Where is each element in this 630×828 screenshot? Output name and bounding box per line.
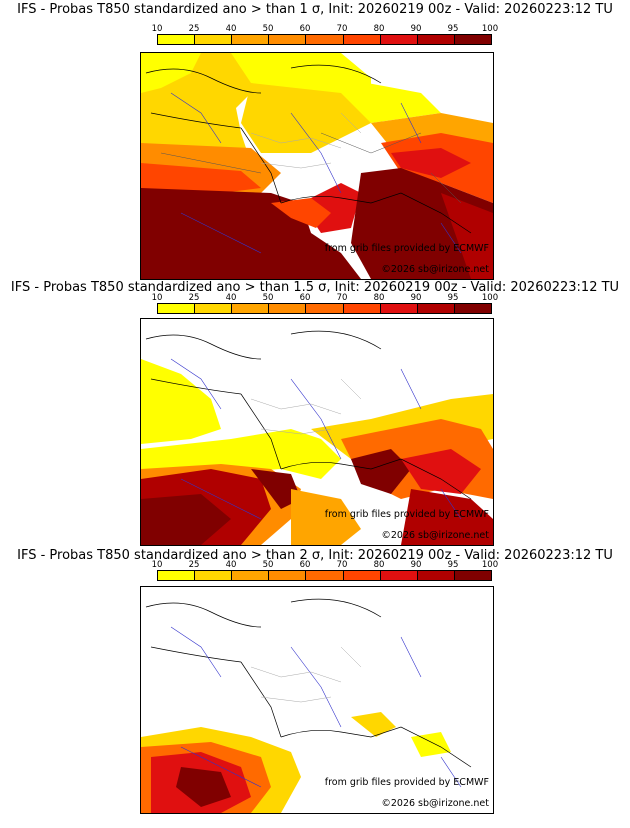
panel-1-5-sigma: IFS - Probas T850 standardized ano > tha… (0, 270, 630, 546)
colorbar-tick: 100 (481, 560, 499, 570)
colorbar (157, 34, 492, 45)
colorbar-segment (343, 304, 381, 313)
map-canvas (141, 53, 493, 279)
credit-copyright: ©2026 sb@irizone.net (381, 530, 489, 541)
colorbar-tick: 60 (299, 293, 311, 303)
colorbar-tick: 80 (373, 24, 385, 34)
colorbar-segment (232, 571, 270, 580)
colorbar-tick: 95 (447, 24, 459, 34)
panel-1-sigma: IFS - Probas T850 standardized ano > tha… (0, 2, 630, 280)
panel-2-sigma: IFS - Probas T850 standardized ano > tha… (0, 540, 630, 816)
colorbar-tick: 40 (225, 24, 237, 34)
colorbar-segment (380, 35, 418, 44)
colorbar-tick: 25 (188, 24, 200, 34)
colorbar-tick: 50 (262, 293, 274, 303)
colorbar-tick: 70 (336, 24, 348, 34)
colorbar-tick: 100 (481, 293, 499, 303)
map-canvas (141, 598, 472, 813)
colorbar (157, 303, 492, 314)
colorbar-tick: 50 (262, 24, 274, 34)
colorbar-tick: 25 (188, 560, 200, 570)
colorbar (157, 570, 492, 581)
colorbar-tick: 10 (151, 293, 163, 303)
colorbar-segment (380, 571, 418, 580)
colorbar-tick: 70 (336, 293, 348, 303)
colorbar-tick: 80 (373, 560, 385, 570)
panel-title: IFS - Probas T850 standardized ano > tha… (17, 548, 613, 563)
colorbar-segment (417, 571, 455, 580)
colorbar-segment (454, 304, 491, 313)
probability-map: from grib files provided by ECMWF ©2026 … (140, 52, 494, 280)
colorbar-tick: 25 (188, 293, 200, 303)
colorbar-segment (269, 35, 307, 44)
colorbar-tick: 10 (151, 560, 163, 570)
colorbar-segment (343, 571, 381, 580)
colorbar-segment (195, 35, 233, 44)
colorbar-segment (158, 304, 196, 313)
colorbar-ticks: 10 25 40 50 60 70 80 90 95 100 (152, 293, 499, 303)
colorbar-segment (195, 571, 233, 580)
colorbar-tick: 40 (225, 560, 237, 570)
colorbar-tick: 100 (481, 24, 499, 34)
colorbar-tick: 50 (262, 560, 274, 570)
colorbar-segment (306, 571, 344, 580)
colorbar-segment (158, 35, 196, 44)
colorbar-segment (195, 304, 233, 313)
colorbar-segment (343, 35, 381, 44)
colorbar-ticks: 10 25 40 50 60 70 80 90 95 100 (152, 560, 499, 570)
colorbar-tick: 10 (151, 24, 163, 34)
colorbar-tick: 80 (373, 293, 385, 303)
colorbar-tick: 95 (447, 293, 459, 303)
colorbar-tick: 90 (410, 293, 422, 303)
colorbar-tick: 70 (336, 560, 348, 570)
colorbar-segment (454, 571, 491, 580)
colorbar-segment (232, 304, 270, 313)
credit-source: from grib files provided by ECMWF (324, 509, 489, 520)
colorbar-segment (269, 304, 307, 313)
colorbar-tick: 90 (410, 24, 422, 34)
colorbar-segment (306, 304, 344, 313)
colorbar-ticks: 10 25 40 50 60 70 80 90 95 100 (152, 24, 499, 34)
colorbar-segment (269, 571, 307, 580)
colorbar-tick: 60 (299, 560, 311, 570)
colorbar-tick: 95 (447, 560, 459, 570)
credit-copyright: ©2026 sb@irizone.net (381, 798, 489, 809)
credit-copyright: ©2026 sb@irizone.net (381, 264, 489, 275)
colorbar-segment (417, 35, 455, 44)
probability-map: from grib files provided by ECMWF ©2026 … (140, 586, 494, 814)
colorbar-tick: 60 (299, 24, 311, 34)
colorbar-segment (232, 35, 270, 44)
probability-map: from grib files provided by ECMWF ©2026 … (140, 318, 494, 546)
credit-source: from grib files provided by ECMWF (324, 777, 489, 788)
colorbar-tick: 90 (410, 560, 422, 570)
panel-title: IFS - Probas T850 standardized ano > tha… (17, 2, 613, 17)
map-canvas (141, 330, 493, 545)
colorbar-segment (417, 304, 455, 313)
colorbar-segment (380, 304, 418, 313)
colorbar-segment (454, 35, 491, 44)
colorbar-tick: 40 (225, 293, 237, 303)
colorbar-segment (306, 35, 344, 44)
credit-source: from grib files provided by ECMWF (324, 243, 489, 254)
colorbar-segment (158, 571, 196, 580)
panel-title: IFS - Probas T850 standardized ano > tha… (10, 280, 620, 295)
